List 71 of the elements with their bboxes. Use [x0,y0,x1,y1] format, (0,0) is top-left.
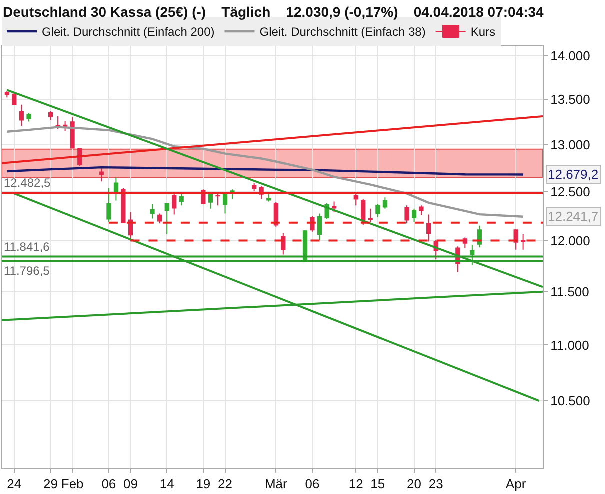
candlestick [376,204,380,218]
y-tick-label: 11.500 [550,284,590,300]
candlestick [354,194,358,206]
candlestick [26,112,32,122]
ref-line-label: 12.482,5 [4,176,52,190]
candlestick [521,234,526,250]
candlestick [164,204,170,236]
candlestick [426,214,432,242]
y-tick-label: 13.000 [550,137,590,152]
candlestick [4,90,10,98]
x-tick-label: 29 [44,476,58,492]
candlestick [19,104,24,127]
y-tick-label: 13.500 [550,92,590,108]
x-tick-label: Mär [264,476,288,492]
y-tick-label: 10.500 [550,394,590,409]
x-tick-label: 22 [218,476,232,492]
x-tick-label: 12 [348,476,364,492]
text: 12.679,2 [548,167,599,182]
x-tick-label: 20 [407,476,422,492]
y-tick-label: 11.000 [550,338,590,353]
line-series [6,166,524,176]
legend-label: Kurs [470,25,496,40]
x-tick-label: 14 [160,476,174,492]
x-tick-label: Apr [506,476,527,492]
candlestick [150,204,155,220]
y-tick-label: 12.000 [550,233,590,248]
candlestick [106,187,112,222]
x-tick-label: 06 [102,476,116,492]
candlestick [208,192,213,210]
candlestick [317,213,322,241]
candlestick [70,116,75,149]
candlestick [216,194,220,206]
candlestick [172,192,177,216]
candlestick [412,208,417,222]
x-tick-label: 24 [7,476,22,492]
candlestick [230,189,235,200]
candlestick [368,208,373,222]
y-tick-label: 12.500 [550,184,590,200]
candlestick [56,116,60,130]
candlestick [361,198,366,226]
candlestick [222,194,228,214]
text: 12.241,7 [548,209,599,224]
candlestick [99,168,104,182]
x-tick-label: 06 [305,476,320,492]
candlestick [179,194,184,206]
candlestick [419,205,424,216]
candlestick [470,244,475,266]
x-tick-label: 19 [196,476,211,492]
x-tick-label: Feb [61,476,84,492]
ref-line-label: 11.796,5 [4,264,50,278]
candlestick [266,194,272,202]
candlestick [404,205,410,224]
candlestick [121,188,126,224]
candlestick [48,110,54,122]
candlestick [158,213,162,224]
y-tick-label: 14.000 [550,48,590,64]
x-tick-label: 09 [124,476,138,492]
line-series [6,126,524,218]
legend-label: Gleit. Durchschnitt (Einfach 200) [42,25,215,40]
candlestick [332,201,337,213]
chart-title: Deutschland 30 Kassa (25€) (-) Täglich 12.030,9 (-0,17%) 04.04.2018 07:04:34 [3,4,544,20]
ref-line-label: 11.841,6 [4,240,50,254]
x-tick-label: 15 [370,476,386,492]
candlestick [252,182,257,192]
candlestick [281,233,286,256]
candlestick [382,197,388,210]
x-tick-label: 23 [428,476,444,492]
legend-label: Gleit. Durchschnitt (Einfach 38) [260,25,426,40]
candlestick [462,237,468,249]
candlestick [114,177,118,202]
candlestick [12,92,17,106]
